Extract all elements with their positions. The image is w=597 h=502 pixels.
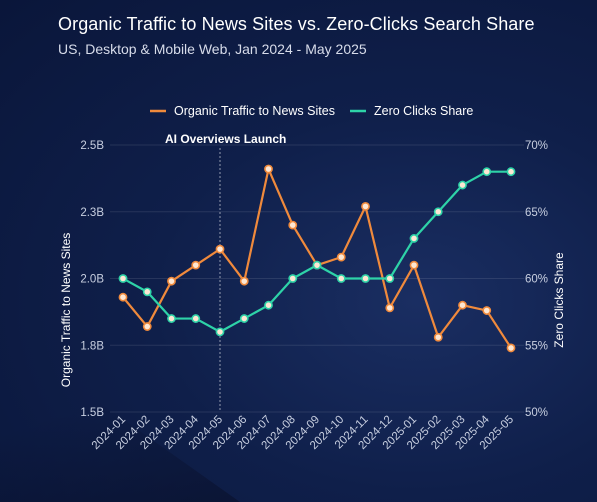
organic-traffic-point bbox=[458, 300, 467, 310]
zero-clicks-point bbox=[215, 327, 225, 337]
left-axis-ticks: 1.5B 1.8B 2.0B 2.3B 2.5B bbox=[80, 140, 104, 419]
organic-traffic-point bbox=[336, 252, 346, 262]
right-tick-label: 70% bbox=[525, 140, 548, 152]
right-tick-label: 60% bbox=[525, 274, 548, 286]
right-axis-ticks: 50% 55% 60% 65% 70% bbox=[525, 140, 548, 419]
zero-clicks-point bbox=[409, 234, 419, 243]
chart-subtitle: US, Desktop & Mobile Web, Jan 2024 - May… bbox=[58, 41, 367, 57]
organic-traffic-point bbox=[167, 276, 176, 286]
organic-traffic-point bbox=[433, 332, 443, 342]
organic-traffic-point bbox=[409, 260, 419, 270]
left-tick-label: 1.5B bbox=[80, 407, 104, 419]
organic-traffic-point bbox=[215, 244, 225, 254]
organic-traffic-point bbox=[118, 292, 128, 302]
gridlines bbox=[110, 144, 524, 413]
right-tick-label: 55% bbox=[525, 340, 548, 352]
annotation: AI Overviews Launch bbox=[165, 132, 286, 412]
zero-clicks-point bbox=[506, 167, 516, 177]
zero-clicks-line bbox=[122, 170, 511, 333]
zero-clicks-point bbox=[118, 274, 128, 283]
chart-title: Organic Traffic to News Sites vs. Zero-C… bbox=[58, 14, 535, 34]
legend: Organic Traffic to News Sites Zero Clicks… bbox=[150, 104, 473, 118]
zero-clicks-point bbox=[385, 274, 395, 283]
zero-clicks-point bbox=[336, 274, 346, 283]
zero-clicks-point bbox=[361, 274, 370, 283]
zero-clicks-point bbox=[288, 274, 298, 283]
annotation-label: AI Overviews Launch bbox=[165, 132, 286, 146]
organic-traffic-point bbox=[142, 322, 152, 331]
left-tick-label: 1.8B bbox=[80, 340, 104, 352]
organic-traffic-point bbox=[385, 303, 395, 313]
zero-clicks-point bbox=[433, 207, 443, 217]
right-tick-label: 50% bbox=[525, 407, 548, 419]
right-tick-label: 65% bbox=[525, 207, 548, 219]
series-points bbox=[118, 164, 516, 353]
axis-labels: Organic Traffic to News Sites Zero Clicks… bbox=[59, 233, 566, 388]
organic-traffic-point bbox=[361, 202, 370, 211]
organic-traffic-point bbox=[506, 343, 516, 353]
organic-traffic-point bbox=[191, 260, 201, 270]
zero-clicks-point bbox=[167, 314, 176, 323]
x-axis-ticks: 2024-012024-022024-032024-042024-052024-… bbox=[90, 413, 516, 452]
zero-clicks-point bbox=[458, 180, 467, 190]
organic-traffic-point bbox=[288, 220, 298, 230]
left-axis-label: Organic Traffic to News Sites bbox=[59, 233, 73, 388]
zero-clicks-point bbox=[312, 260, 322, 270]
legend-label: Organic Traffic to News Sites bbox=[174, 104, 335, 118]
left-tick-label: 2.5B bbox=[80, 140, 104, 152]
zero-clicks-point bbox=[191, 314, 201, 323]
organic-traffic-point bbox=[264, 164, 273, 174]
zero-clicks-point bbox=[264, 300, 273, 310]
zero-clicks-point bbox=[239, 314, 249, 323]
legend-label: Zero Clicks Share bbox=[374, 104, 473, 118]
organic-traffic-point bbox=[482, 306, 492, 315]
zero-clicks-point bbox=[482, 167, 492, 177]
right-axis-label: Zero Clicks Share bbox=[552, 252, 566, 348]
left-tick-label: 2.0B bbox=[80, 274, 104, 286]
organic-traffic-point bbox=[239, 276, 249, 286]
zero-clicks-point bbox=[142, 287, 152, 297]
left-tick-label: 2.3B bbox=[80, 207, 104, 219]
series-lines bbox=[122, 167, 512, 349]
